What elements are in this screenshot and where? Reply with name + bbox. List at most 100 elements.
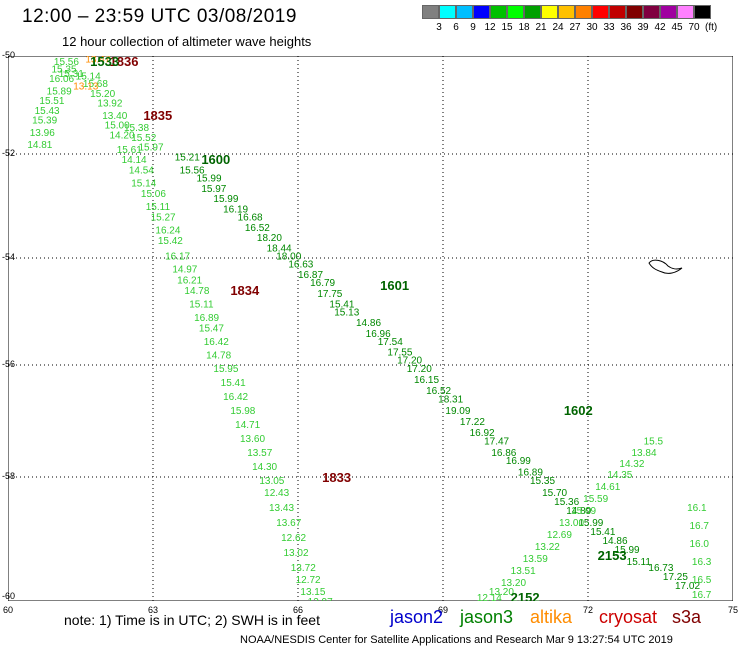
swh-value-label: 14.78 bbox=[206, 350, 231, 361]
colorbar-cell bbox=[524, 5, 541, 19]
pass-time-label: 1833 bbox=[322, 470, 351, 485]
legend-jason2: jason2 bbox=[390, 607, 444, 627]
lon-tick-label: 75 bbox=[727, 605, 739, 615]
swh-value-label: 14.35 bbox=[607, 470, 632, 481]
track-altika: 13.47 13.13 bbox=[73, 56, 111, 92]
swh-value-label: 16.42 bbox=[204, 337, 229, 348]
swh-value-label: 16.17 bbox=[165, 251, 190, 262]
swh-value-label: 18.00 bbox=[276, 251, 301, 262]
swh-value-label: 16.99 bbox=[506, 456, 531, 467]
swh-value-label: 16.06 bbox=[49, 74, 74, 85]
swh-value-label: 15.41 bbox=[590, 527, 615, 538]
pass-time-label: 1601 bbox=[380, 278, 409, 293]
map-plot-area: 15.5615.3515.3116.0615.8915.5115.4315.39… bbox=[8, 56, 733, 601]
colorbar-tick-label: 45 bbox=[671, 22, 683, 33]
colorbar-cell bbox=[439, 5, 456, 19]
colorbar-tick-label: 33 bbox=[603, 22, 615, 33]
swh-value-label: 12.62 bbox=[281, 533, 306, 544]
swh-value-label: 17.47 bbox=[484, 437, 509, 448]
lat-tick-label: -56 bbox=[2, 359, 16, 369]
swh-value-label: 16.87 bbox=[298, 270, 323, 281]
track-east-edge: 16.1 16.7 16.0 16.3 16.5 16.7 bbox=[687, 503, 712, 601]
swh-value-label: 16.86 bbox=[491, 448, 516, 459]
swh-value-label: 13.05 bbox=[259, 476, 284, 487]
swh-value-label: 15.21 bbox=[175, 153, 200, 164]
swh-value-label: 15.97 bbox=[139, 143, 164, 154]
swh-value-label: 14.32 bbox=[619, 459, 644, 470]
swh-value-label: 12.43 bbox=[264, 488, 289, 499]
colorbar-cell bbox=[575, 5, 592, 19]
swh-value-label: 13.57 bbox=[247, 448, 272, 459]
colorbar-cell bbox=[626, 5, 643, 19]
swh-value-label: 15.11 bbox=[146, 202, 171, 213]
swh-value-label: 13.92 bbox=[97, 99, 122, 110]
swh-value-label: 15.70 bbox=[542, 488, 567, 499]
legend-cryosat: cryosat bbox=[599, 607, 658, 627]
swh-value-label: 15.00 bbox=[105, 121, 130, 132]
swh-value-label: 15.56 bbox=[54, 57, 79, 68]
swh-value-label: 14.78 bbox=[184, 286, 209, 297]
swh-value-label: 17.55 bbox=[387, 348, 412, 359]
swh-value-label: 14.61 bbox=[595, 482, 620, 493]
colorbar-tick-label: 21 bbox=[535, 22, 547, 33]
swh-value-label: 16.73 bbox=[648, 563, 673, 574]
swh-value-label: 15.13 bbox=[334, 308, 359, 319]
swh-value-label: 15.41 bbox=[329, 299, 354, 310]
heard-island-outline bbox=[648, 259, 683, 274]
colorbar-tick-label: 12 bbox=[484, 22, 496, 33]
swh-value-label: 16.68 bbox=[238, 212, 263, 223]
swh-value-label: 15.97 bbox=[201, 184, 226, 195]
swh-value-label: 14.14 bbox=[122, 155, 147, 166]
colorbar-tick-label: 6 bbox=[453, 22, 459, 33]
swh-value-label: 15.56 bbox=[180, 166, 205, 177]
swh-value-label: 16.52 bbox=[426, 386, 451, 397]
swh-value-label: 15.20 bbox=[90, 89, 115, 100]
swh-value-label: 15.59 bbox=[583, 494, 608, 505]
colorbar bbox=[422, 5, 711, 19]
swh-value-label: 17.22 bbox=[460, 417, 485, 428]
swh-value-label: 16.7 bbox=[692, 590, 712, 601]
track-1600: 15.2115.5615.9915.9715.9916.1916.6816.52… bbox=[175, 153, 701, 592]
map-title: 12:00 – 23:59 UTC 03/08/2019 bbox=[22, 6, 297, 27]
swh-value-label: 13.20 bbox=[501, 578, 526, 589]
lat-tick-label: -54 bbox=[2, 252, 16, 262]
swh-value-label: 15.41 bbox=[221, 378, 246, 389]
colorbar-tick-label: 70 bbox=[688, 22, 700, 33]
swh-value-label: 13.40 bbox=[102, 111, 127, 122]
swh-value-label: 15.11 bbox=[189, 299, 214, 310]
swh-value-label: 14.30 bbox=[252, 462, 277, 473]
swh-value-label: 15.35 bbox=[530, 476, 555, 487]
swh-value-label: 16.96 bbox=[366, 329, 391, 340]
track-1833: 15.5615.3515.3116.0615.8915.5115.4315.39… bbox=[27, 57, 333, 601]
swh-value-label: 15.99 bbox=[615, 545, 640, 556]
swh-value-label: 19.09 bbox=[445, 406, 470, 417]
swh-value-label: 12.69 bbox=[547, 530, 572, 541]
swh-value-label: 15.39 bbox=[32, 116, 57, 127]
colorbar-tick-label: 30 bbox=[586, 22, 598, 33]
colorbar-cell bbox=[694, 5, 711, 19]
colorbar-labels: 3 6 9 12 15 18 21 24 27 30 33 36 39 42 45 70 bbox=[422, 22, 728, 36]
swh-value-label: 15.61 bbox=[117, 145, 142, 156]
lat-tick-label: -52 bbox=[2, 148, 16, 158]
lat-tick-label: -50 bbox=[2, 50, 16, 60]
swh-value-label: 15.99 bbox=[578, 518, 603, 529]
colorbar-tick-label: 36 bbox=[620, 22, 632, 33]
swh-value-label: 13.15 bbox=[300, 587, 325, 598]
swh-value-label: 13.43 bbox=[269, 503, 294, 514]
colorbar-tick-label: 24 bbox=[552, 22, 564, 33]
swh-value-label: 17.25 bbox=[663, 572, 688, 583]
pass-time-label: 1600 bbox=[201, 152, 230, 167]
lat-tick-label: -58 bbox=[2, 471, 16, 481]
swh-value-label: 16.52 bbox=[245, 223, 270, 234]
swh-value-label: 16.24 bbox=[155, 225, 180, 236]
swh-value-label: 18.20 bbox=[257, 233, 282, 244]
swh-value-label: 15.06 bbox=[141, 189, 166, 200]
swh-value-label: 13.13 bbox=[73, 81, 98, 92]
swh-value-label: 14.81 bbox=[27, 140, 52, 151]
swh-value-label: 16.7 bbox=[690, 521, 710, 532]
swh-value-label: 15.27 bbox=[151, 212, 176, 223]
colorbar-cell bbox=[507, 5, 524, 19]
swh-value-label: 18.44 bbox=[267, 244, 292, 255]
lon-tick-label: 72 bbox=[582, 605, 594, 615]
altimeter-tracks: 15.5615.3515.3116.0615.8915.5115.4315.39… bbox=[27, 56, 711, 601]
